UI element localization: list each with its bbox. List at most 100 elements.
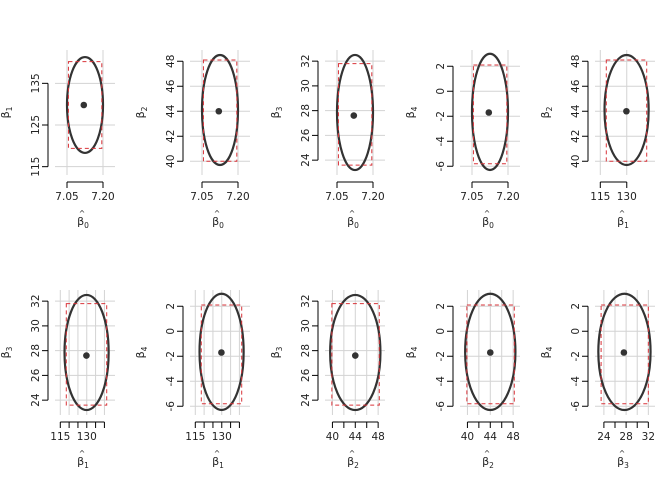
y-tick-label: 32 — [300, 294, 312, 307]
x-tick-label: 48 — [506, 431, 519, 443]
y-tick-label: 28 — [300, 344, 312, 357]
x-tick-label: 28 — [619, 431, 632, 443]
x-tick-label: 7.20 — [91, 191, 114, 203]
bounds-rectangle — [337, 63, 373, 166]
x-tick-label: 32 — [642, 431, 655, 443]
x-tick-label: 48 — [371, 431, 384, 443]
y-tick-label: 32 — [300, 54, 312, 67]
x-axis-title: β2 — [482, 455, 494, 470]
x-axis-title-hat: ^ — [79, 449, 85, 458]
x-tick-label: 7.05 — [55, 191, 78, 203]
y-tick-label: 0 — [165, 328, 177, 335]
y-tick-label: 0 — [435, 88, 447, 95]
panel-4: 7.05 7.20 -6 -4 -2 0 2 β0^ β4 — [404, 50, 520, 230]
y-axis-title: β4 — [404, 346, 419, 358]
center-point — [83, 352, 90, 359]
y-tick-label: -2 — [165, 351, 177, 361]
x-tick-label: 40 — [326, 431, 339, 443]
x-tick-label: 7.05 — [325, 191, 348, 203]
bounds-rectangle — [202, 59, 238, 162]
y-tick-label: 30 — [300, 319, 312, 332]
x-tick-label: 7.05 — [460, 191, 483, 203]
y-tick-label: 28 — [300, 104, 312, 117]
panel-9: 40 44 48 -6 -4 -2 0 2 β2^ β4 — [404, 290, 520, 470]
y-axis-title: β2 — [134, 106, 149, 118]
y-axis-title: β2 — [539, 106, 554, 118]
center-point — [486, 349, 494, 356]
confidence-ellipse — [63, 293, 110, 412]
y-tick-label: 2 — [165, 303, 177, 310]
center-point — [350, 112, 358, 119]
x-tick-label: 44 — [349, 431, 363, 443]
x-tick-label: 130 — [617, 191, 637, 203]
y-tick-label: 40 — [570, 155, 582, 168]
y-tick-label: 24 — [300, 393, 312, 407]
x-axis-title: β1 — [212, 455, 224, 470]
y-tick-label: 26 — [300, 128, 312, 142]
x-axis-title-hat: ^ — [484, 449, 490, 458]
panel-5: 115 130 40 42 44 46 48 β1^ β2 — [539, 50, 655, 230]
y-tick-label: 46 — [165, 79, 177, 93]
x-axis-title: β2 — [347, 455, 359, 470]
panel-6: 115 130 24 26 28 30 32 β1^ β3 — [0, 290, 115, 470]
confidence-ellipse — [329, 293, 382, 412]
bounds-rectangle — [67, 61, 103, 149]
center-point — [215, 107, 223, 115]
bounds-rectangle — [600, 304, 649, 405]
x-axis-title: β0 — [212, 215, 224, 230]
panel-1: 7.05 7.20 115 125 135 β0^ β1 — [0, 50, 115, 230]
y-tick-label: -4 — [165, 376, 177, 387]
y-tick-label: 30 — [30, 319, 42, 332]
y-tick-label: -6 — [435, 401, 447, 412]
y-tick-label: 32 — [30, 294, 42, 307]
y-tick-label: 0 — [570, 328, 582, 335]
x-tick-label: 115 — [185, 431, 205, 443]
y-tick-label: 26 — [300, 368, 312, 382]
y-axis-title: β3 — [0, 346, 14, 358]
panel-2: 7.05 7.20 40 42 44 46 48 β0^ β2 — [134, 50, 250, 230]
y-tick-label: 26 — [30, 368, 42, 382]
bounds-rectangle — [466, 304, 515, 405]
center-point — [351, 352, 359, 359]
y-tick-label: 135 — [30, 73, 42, 93]
y-tick-label: -2 — [570, 351, 582, 361]
x-axis-title-hat: ^ — [484, 209, 490, 218]
y-tick-label: 125 — [30, 115, 42, 135]
x-tick-label: 115 — [50, 431, 70, 443]
x-axis-title-hat: ^ — [349, 449, 355, 458]
y-axis-title: β4 — [404, 106, 419, 118]
y-tick-label: 0 — [435, 328, 447, 335]
y-tick-label: -6 — [435, 161, 447, 172]
bounds-rectangle — [65, 303, 108, 406]
bounds-rectangle — [331, 303, 380, 406]
x-axis-title: β0 — [482, 215, 494, 230]
x-tick-label: 40 — [461, 431, 474, 443]
y-tick-label: 46 — [570, 79, 582, 93]
x-axis-title-hat: ^ — [619, 209, 625, 218]
confidence-ellipse — [335, 53, 375, 172]
center-point — [80, 101, 88, 109]
y-tick-label: 42 — [165, 130, 177, 143]
y-tick-label: 28 — [30, 344, 42, 357]
x-axis-title: β0 — [77, 215, 89, 230]
panel-7: 115 130 -6 -4 -2 0 2 β1^ β4 — [134, 290, 250, 470]
y-tick-label: -4 — [570, 376, 582, 387]
center-point — [218, 349, 225, 356]
x-tick-label: 7.20 — [226, 191, 249, 203]
x-axis-title-hat: ^ — [79, 209, 85, 218]
x-tick-label: 7.05 — [190, 191, 213, 203]
confidence-ellipse — [65, 55, 105, 155]
panel-10: 24 28 32 -6 -4 -2 0 2 β3^ β4 — [539, 290, 655, 470]
x-axis-title: β3 — [617, 455, 629, 470]
confidence-ellipse — [597, 292, 652, 412]
y-tick-label: 40 — [165, 155, 177, 168]
y-tick-label: 2 — [570, 303, 582, 310]
y-tick-label: 48 — [165, 55, 177, 68]
panel-8: 40 44 48 24 26 28 30 32 β2^ β3 — [269, 290, 385, 470]
x-axis-title: β1 — [77, 455, 89, 470]
y-tick-label: -2 — [435, 351, 447, 361]
y-tick-label: 30 — [300, 79, 312, 92]
y-axis-title: β4 — [539, 346, 554, 358]
confidence-ellipse — [200, 53, 240, 167]
